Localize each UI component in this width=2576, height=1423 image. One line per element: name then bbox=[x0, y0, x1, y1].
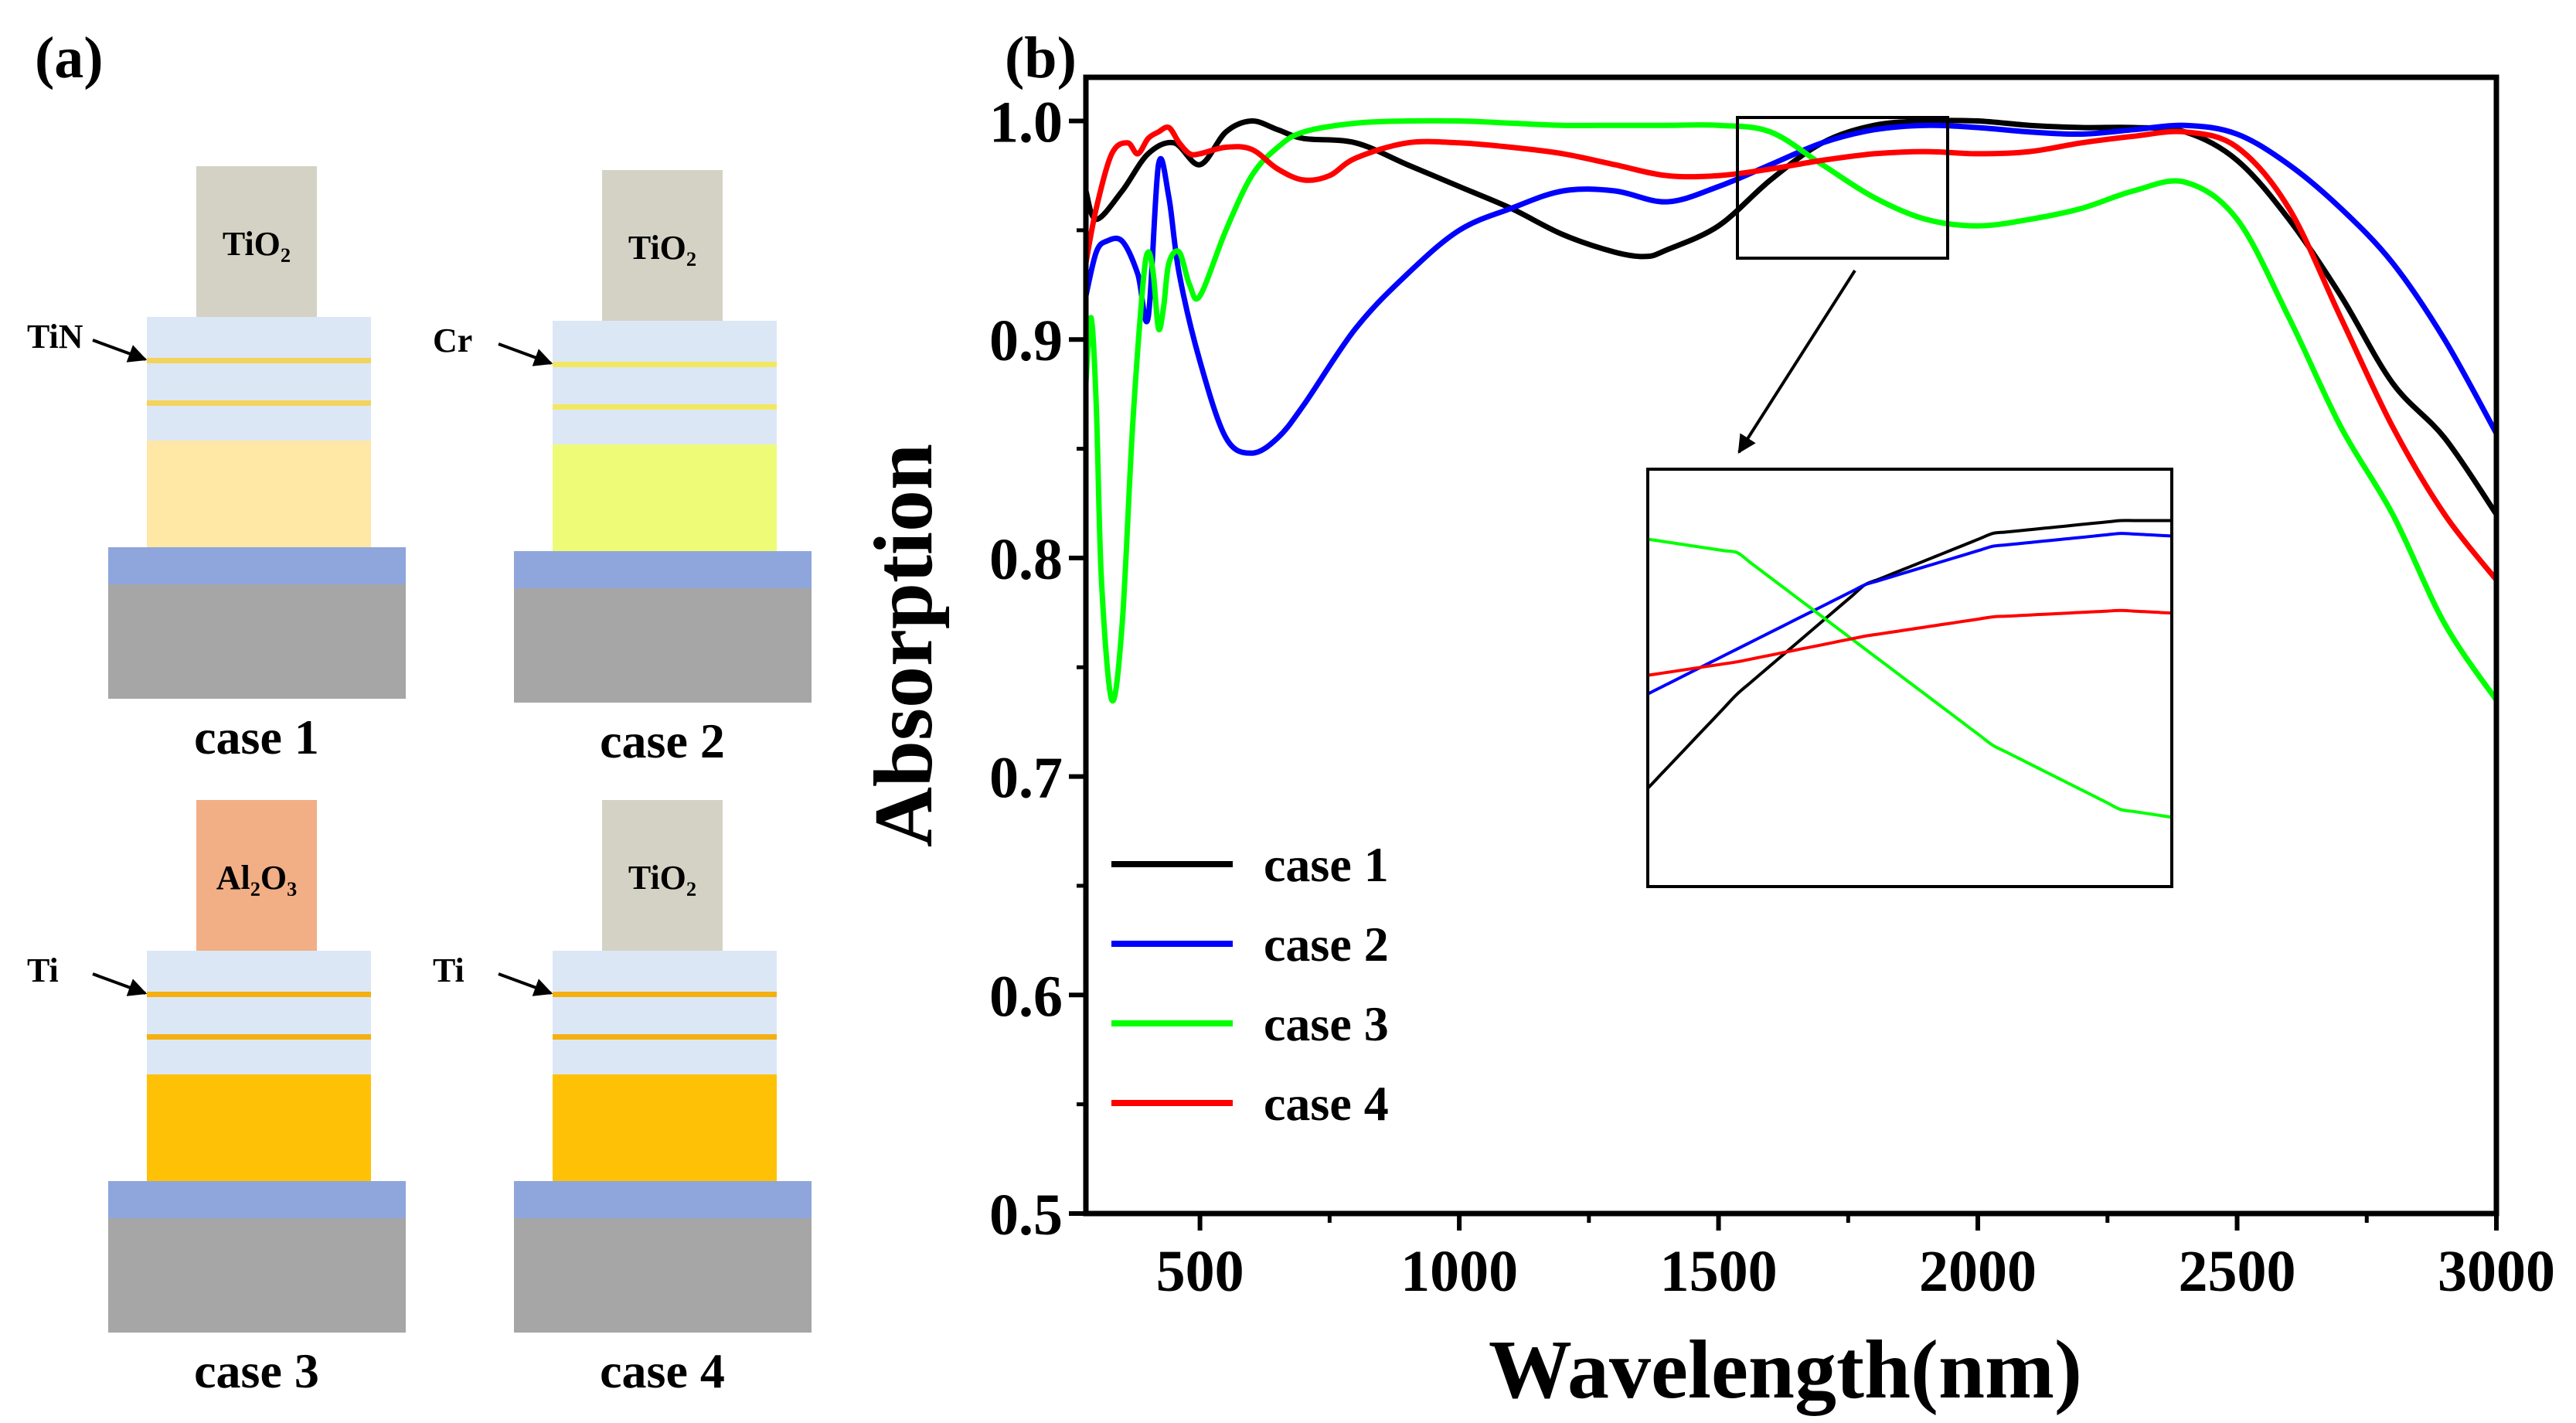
plot-frame bbox=[1083, 74, 2499, 1217]
legend-label: case 3 bbox=[1264, 996, 1389, 1051]
inset-line-case-2 bbox=[1648, 532, 2172, 696]
inset-frame bbox=[1646, 468, 2173, 888]
substrate-layer bbox=[514, 588, 812, 703]
legend-label: case 1 bbox=[1264, 837, 1389, 892]
cap-material-label: TiO₂ bbox=[628, 859, 696, 897]
cap-layer bbox=[196, 800, 317, 951]
x-tick-label: 3000 bbox=[2438, 1239, 2555, 1304]
cap-material-label: TiO₂ bbox=[628, 229, 696, 267]
legend: case 1 case 2 case 3 case 4 bbox=[1111, 837, 1389, 1131]
legend-item: case 1 bbox=[1111, 837, 1389, 892]
inset-line-case-1 bbox=[1648, 519, 2172, 790]
case-caption: case 4 bbox=[600, 1343, 725, 1398]
cap-material-label: TiO₂ bbox=[223, 225, 291, 263]
x-tick-label: 2000 bbox=[1919, 1239, 2037, 1304]
device-stacks: TiO₂ TiN case 1 TiO₂ Cr case 2 Al₂O₃ Ti case 3 Ti… bbox=[27, 166, 812, 1398]
case-caption: case 3 bbox=[194, 1343, 319, 1398]
spacer-layer bbox=[514, 1181, 812, 1218]
thin-metal-layer bbox=[553, 1034, 777, 1040]
panel-a-label: (a) bbox=[35, 26, 104, 90]
substrate-layer bbox=[108, 584, 406, 699]
metal-label: Ti bbox=[433, 952, 464, 989]
metal-base-layer bbox=[147, 441, 371, 547]
legend-item: case 4 bbox=[1111, 1076, 1389, 1131]
y-tick-label: 0.8 bbox=[989, 527, 1063, 592]
metal-label-arrow bbox=[92, 339, 148, 363]
cap-material-label: Al₂O₃ bbox=[216, 859, 298, 897]
metal-label-arrow bbox=[92, 972, 148, 996]
metal-label-arrow bbox=[498, 342, 553, 366]
thin-metal-layer bbox=[553, 362, 777, 367]
thin-metal-layer bbox=[147, 1034, 371, 1040]
thin-metal-layer bbox=[147, 358, 371, 363]
x-tick-label: 1500 bbox=[1660, 1239, 1778, 1304]
thin-metal-layer bbox=[147, 400, 371, 406]
series-lines bbox=[1086, 117, 2496, 704]
x-tick-label: 1000 bbox=[1400, 1239, 1518, 1304]
metal-label: Ti bbox=[27, 952, 59, 989]
y-axis-label: Absorption bbox=[858, 444, 950, 847]
series-line-case-4 bbox=[1086, 124, 2496, 582]
y-tick-label: 0.7 bbox=[989, 746, 1063, 811]
substrate-layer bbox=[108, 1218, 406, 1333]
y-tick-label: 0.6 bbox=[989, 964, 1063, 1029]
x-tick-label: 2500 bbox=[2179, 1239, 2296, 1304]
y-tick-label: 0.5 bbox=[989, 1183, 1063, 1248]
device-stack-case-2: TiO₂ Cr case 2 bbox=[433, 170, 812, 768]
dielectric-layers bbox=[553, 321, 777, 444]
series-line-case-2 bbox=[1086, 122, 2496, 456]
case-caption: case 1 bbox=[194, 710, 319, 764]
dielectric-layers bbox=[553, 951, 777, 1074]
inset-frame-bg bbox=[1648, 469, 2172, 887]
case-caption: case 2 bbox=[600, 713, 725, 768]
spacer-layer bbox=[108, 1181, 406, 1218]
cap-layer bbox=[196, 166, 317, 317]
x-axis-label: Wavelength(nm) bbox=[1489, 1324, 2082, 1416]
cap-layer bbox=[602, 170, 723, 321]
legend-label: case 4 bbox=[1264, 1076, 1389, 1131]
legend-item: case 3 bbox=[1111, 996, 1389, 1051]
inset-line-case-3 bbox=[1648, 537, 2172, 819]
metal-base-layer bbox=[553, 1074, 777, 1181]
device-stack-case-4: TiO₂ Ti case 4 bbox=[433, 800, 812, 1398]
inset-lines bbox=[1648, 519, 2172, 819]
metal-label: Cr bbox=[433, 322, 472, 359]
metal-base-layer bbox=[147, 1074, 371, 1181]
y-tick-label: 1.0 bbox=[989, 90, 1063, 155]
panel-b-label: (b) bbox=[1005, 26, 1077, 90]
spacer-layer bbox=[108, 547, 406, 584]
substrate-layer bbox=[514, 1218, 812, 1333]
tick-labels: 500 1000 1500 2000 2500 3000 0.5 0.6 0.7 0.8 0.9 1.… bbox=[989, 90, 2555, 1304]
dielectric-layers bbox=[147, 951, 371, 1074]
device-stack-case-3: Al₂O₃ Ti case 3 bbox=[27, 800, 406, 1398]
thin-metal-layer bbox=[147, 992, 371, 997]
thin-metal-layer bbox=[553, 404, 777, 410]
inset-line-case-4 bbox=[1648, 608, 2172, 677]
y-tick-label: 0.9 bbox=[989, 308, 1063, 373]
metal-base-layer bbox=[553, 444, 777, 551]
series-line-case-1 bbox=[1086, 117, 2496, 516]
series-line-case-3 bbox=[1086, 117, 2496, 704]
dielectric-layers bbox=[147, 317, 371, 441]
x-tick-label: 500 bbox=[1156, 1239, 1244, 1304]
cap-layer bbox=[602, 800, 723, 951]
zoom-window bbox=[1736, 116, 1949, 260]
spacer-layer bbox=[514, 551, 812, 588]
legend-item: case 2 bbox=[1111, 917, 1389, 972]
panel-b: (b) 500 1000 1500 2000 2500 3000 0.5 0.6 0.7 0.8 0… bbox=[858, 26, 2555, 1416]
metal-label-arrow bbox=[498, 972, 553, 996]
metal-label: TiN bbox=[27, 318, 83, 356]
panel-a: (a) TiO₂ TiN case 1 TiO₂ Cr case 2 Al₂O₃ Ti case… bbox=[27, 26, 812, 1398]
zoom-arrow bbox=[1737, 269, 1856, 454]
legend-label: case 2 bbox=[1264, 917, 1389, 972]
axis-ticks bbox=[1069, 118, 2499, 1231]
device-stack-case-1: TiO₂ TiN case 1 bbox=[27, 166, 406, 764]
thin-metal-layer bbox=[553, 992, 777, 997]
